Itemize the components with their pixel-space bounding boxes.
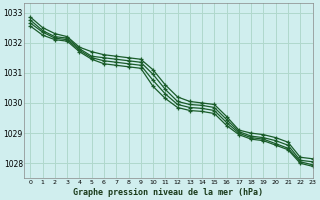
X-axis label: Graphe pression niveau de la mer (hPa): Graphe pression niveau de la mer (hPa) [73,188,263,197]
